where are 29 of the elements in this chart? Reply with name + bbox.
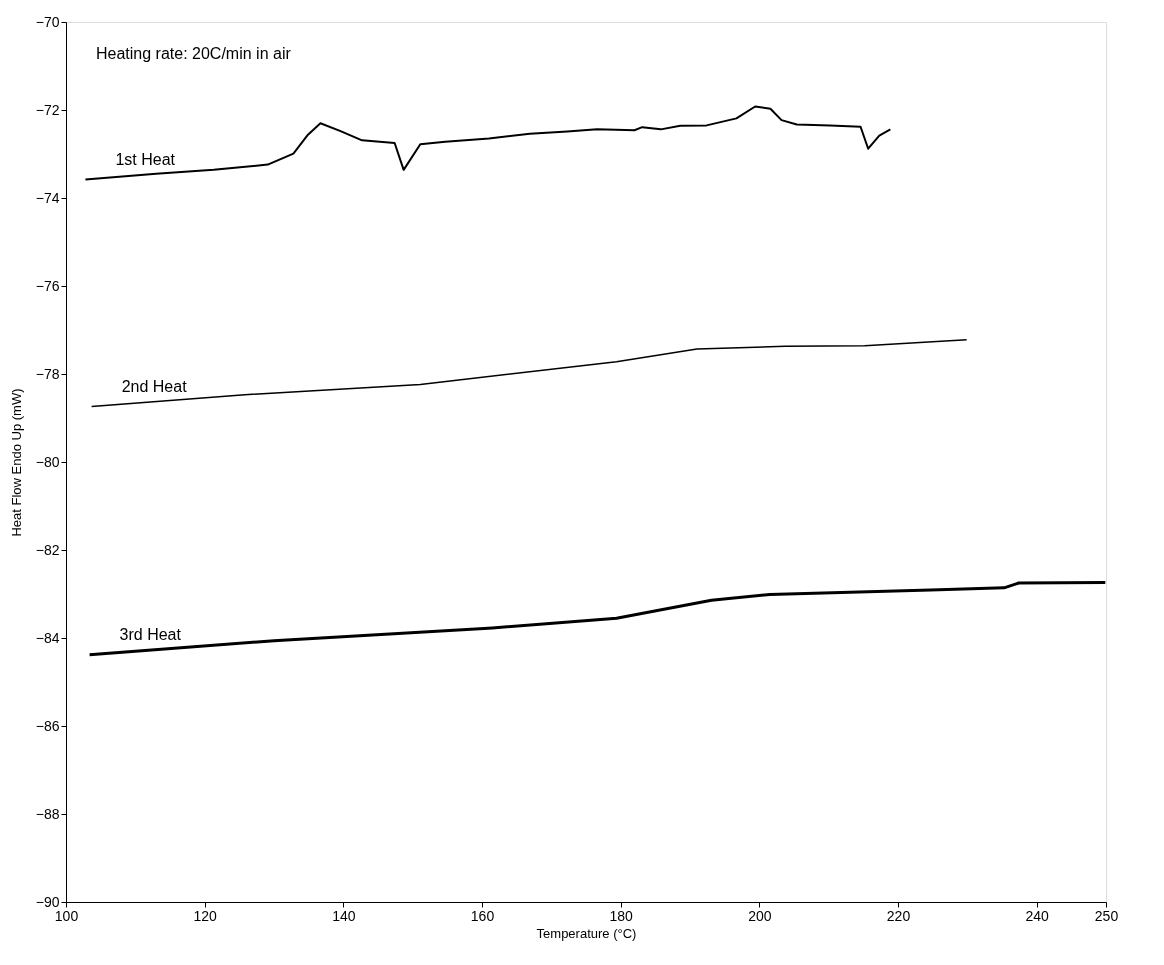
y-tick-label: −80 xyxy=(35,453,60,470)
x-tick-label: 160 xyxy=(470,907,495,924)
x-tick-label: 180 xyxy=(609,907,634,924)
series-label: 1st Heat xyxy=(115,150,176,168)
y-tick-label: −90 xyxy=(35,893,60,910)
x-tick-label: 140 xyxy=(332,907,356,924)
annotation: Heating rate: 20C/min in air xyxy=(96,45,292,62)
y-tick-label: −86 xyxy=(35,717,60,734)
x-tick-label: 120 xyxy=(193,907,218,924)
y-axis-title: Heat Flow Endo Up (mW) xyxy=(8,388,24,537)
y-tick-label: −82 xyxy=(35,541,60,558)
x-tick-label: 200 xyxy=(748,907,772,924)
x-axis-title: Temperature (°C) xyxy=(536,925,637,941)
x-tick-label: 220 xyxy=(886,907,911,924)
x-tick-label: 100 xyxy=(54,907,79,924)
y-tick-label: −88 xyxy=(35,805,60,822)
x-tick-label: 240 xyxy=(1025,907,1050,924)
line-series xyxy=(90,338,968,408)
y-tick-label: −84 xyxy=(35,629,60,646)
y-tick-label: −70 xyxy=(35,13,60,30)
y-tick-label: −74 xyxy=(35,189,60,206)
line-series xyxy=(88,581,1107,657)
series-label: 3rd Heat xyxy=(119,625,182,643)
series-label: 2nd Heat xyxy=(121,377,188,395)
y-tick-label: −72 xyxy=(35,101,60,118)
line-series xyxy=(84,105,892,181)
x-tick-label: 250 xyxy=(1094,907,1119,924)
y-tick-label: −78 xyxy=(35,365,60,382)
y-tick-label: −76 xyxy=(35,277,60,294)
